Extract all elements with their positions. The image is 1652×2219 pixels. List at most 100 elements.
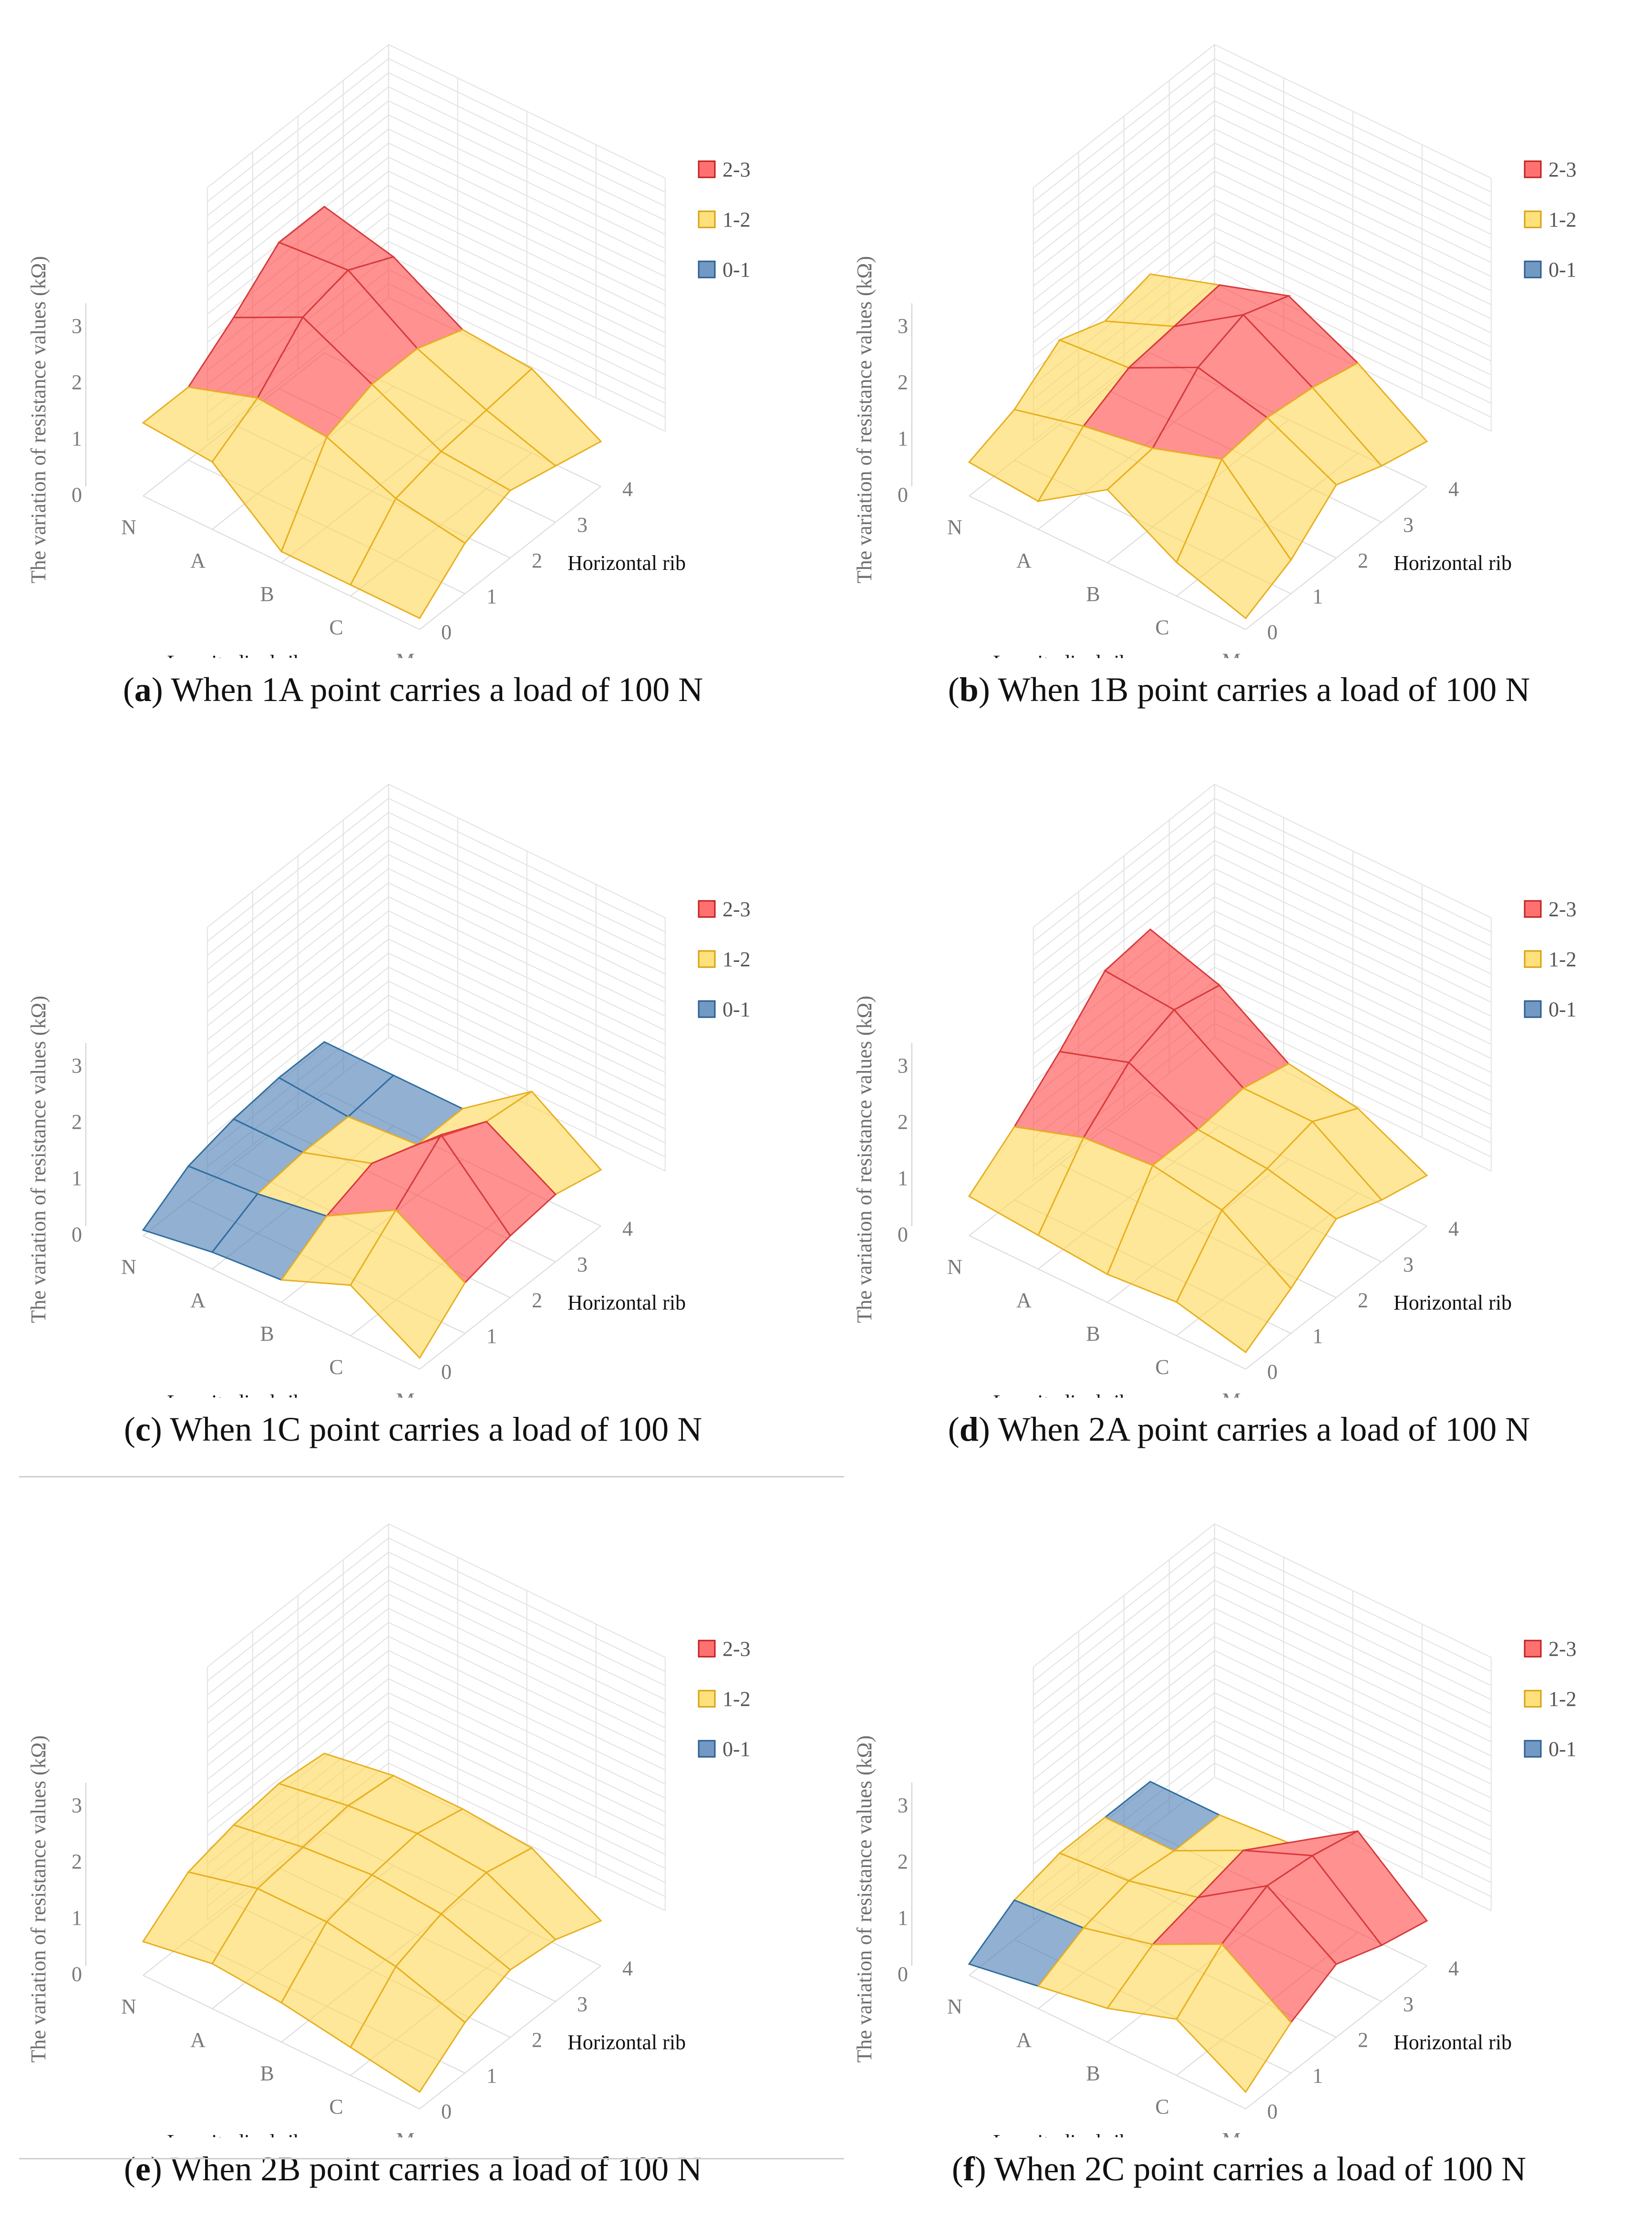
surface-chart-d: 0 1 2 3 The variation of resistance values (…: [853, 784, 1577, 1398]
legend-label: 2-3: [723, 898, 751, 921]
caption-a: (a) When 1A point carries a load of 100 …: [123, 671, 703, 709]
x-axis-label: Longitudinal rib: [167, 2130, 304, 2137]
legend-label: 1-2: [723, 208, 751, 231]
z-tick-label: 2: [898, 1850, 908, 1873]
y-axis-label: Horizontal rib: [568, 1291, 686, 1314]
legend-swatch: [1524, 160, 1542, 178]
caption-d: (d) When 2A point carries a load of 100 …: [948, 1410, 1530, 1448]
x-tick-label: N: [947, 1995, 962, 2018]
grid-line: [1033, 1692, 1492, 1837]
chart-panel-e: 0 1 2 3 The variation of resistance values (…: [0, 1479, 826, 2219]
z-axis-label: The variation of resistance values (kΩ): [853, 996, 876, 1323]
caption-f: (f) When 2C point carries a load of 100 …: [951, 2150, 1527, 2188]
z-axis-label: The variation of resistance values (kΩ): [853, 256, 876, 583]
separator-line: [19, 1476, 844, 1477]
surface: [142, 206, 602, 619]
z-tick-label: 1: [72, 1166, 82, 1190]
y-tick-label: 2: [1358, 549, 1368, 572]
x-tick-label: M: [1222, 2128, 1240, 2137]
y-tick-label: 4: [1448, 477, 1459, 501]
x-tick-label: C: [1155, 616, 1169, 639]
chart-panel-c: 0 1 2 3 The variation of resistance values (…: [0, 740, 826, 1479]
x-axis-label: Longitudinal rib: [167, 651, 304, 658]
z-tick-label: 1: [898, 1906, 908, 1930]
floor-line: [1245, 486, 1427, 630]
floor-line: [1245, 1965, 1427, 2109]
legend-swatch: [1524, 950, 1542, 968]
y-tick-label: 2: [532, 1289, 542, 1312]
x-axis-label: Longitudinal rib: [993, 651, 1130, 658]
legend-swatch: [698, 160, 716, 178]
z-tick-label: 3: [898, 314, 908, 338]
x-axis-label: Longitudinal rib: [167, 1391, 304, 1398]
y-tick-label: 1: [1312, 2064, 1323, 2087]
legend-swatch: [698, 900, 716, 918]
y-axis-label: Horizontal rib: [1394, 551, 1512, 575]
y-tick-label: 4: [622, 1957, 633, 1980]
floor-line: [419, 486, 601, 630]
z-tick-label: 2: [898, 371, 908, 394]
legend-swatch: [698, 210, 716, 228]
legend-swatch: [1524, 1640, 1542, 1658]
caption-c: (c) When 1C point carries a load of 100 …: [124, 1410, 702, 1448]
surface: [968, 1781, 1428, 2094]
x-tick-label: M: [1222, 649, 1240, 658]
x-tick-label: A: [190, 2028, 206, 2052]
legend-label: 1-2: [723, 948, 751, 971]
z-tick-label: 0: [72, 1223, 82, 1246]
z-tick-label: 2: [72, 1110, 82, 1134]
caption-b: (b) When 1B point carries a load of 100 …: [948, 671, 1530, 709]
caption-e: (e) When 2B point carries a load of 100 …: [124, 2150, 702, 2188]
separator-line: [19, 2158, 844, 2159]
z-axis-label: The variation of resistance values (kΩ): [27, 1735, 50, 2063]
surface-patch: [1176, 457, 1292, 619]
y-axis-label: Horizontal rib: [568, 551, 686, 575]
z-tick-label: 3: [898, 1794, 908, 1817]
legend-label: 1-2: [723, 1687, 751, 1711]
legend-label: 0-1: [1549, 1737, 1577, 1761]
y-tick-label: 3: [1403, 1992, 1414, 2016]
x-tick-label: B: [1086, 582, 1100, 606]
grid-lines: [1032, 1523, 1492, 1921]
z-tick-label: 0: [72, 1962, 82, 1986]
y-tick-label: 2: [532, 2028, 542, 2052]
y-tick-label: 3: [577, 1992, 588, 2016]
y-axis-label: Horizontal rib: [1394, 2031, 1512, 2054]
z-tick-label: 1: [72, 427, 82, 450]
z-tick-label: 2: [898, 1110, 908, 1134]
z-tick-label: 0: [898, 1962, 908, 1986]
grid-line: [207, 952, 666, 1097]
z-axis-label: The variation of resistance values (kΩ): [853, 1735, 876, 2063]
y-tick-label: 1: [486, 2064, 497, 2087]
legend-swatch: [1524, 260, 1542, 279]
surface-patch: [1176, 1208, 1292, 1353]
x-tick-label: C: [329, 1355, 343, 1379]
legend-label: 2-3: [1549, 158, 1577, 181]
surface: [968, 273, 1428, 619]
x-tick-label: N: [121, 1995, 136, 2018]
legend-swatch: [698, 260, 716, 279]
y-tick-label: 0: [441, 620, 452, 644]
x-tick-label: C: [329, 616, 343, 639]
legend-label: 2-3: [723, 158, 751, 181]
legend-label: 1-2: [1549, 208, 1577, 231]
legend-label: 0-1: [723, 1737, 751, 1761]
x-tick-label: A: [1016, 1289, 1032, 1312]
z-tick-label: 2: [72, 1850, 82, 1873]
z-tick-label: 2: [72, 371, 82, 394]
y-tick-label: 0: [1267, 1360, 1278, 1383]
y-tick-label: 3: [577, 1253, 588, 1276]
z-tick-label: 3: [72, 314, 82, 338]
z-tick-label: 0: [898, 1223, 908, 1246]
y-tick-label: 3: [577, 513, 588, 537]
z-tick-label: 3: [72, 1054, 82, 1077]
x-tick-label: B: [1086, 2062, 1100, 2085]
y-axis-label: Horizontal rib: [1394, 1291, 1512, 1314]
surface-patch: [349, 497, 466, 619]
y-tick-label: 1: [486, 1324, 497, 1348]
y-tick-label: 4: [622, 1217, 633, 1240]
surface: [968, 928, 1428, 1353]
legend-swatch: [698, 1740, 716, 1758]
y-axis-label: Horizontal rib: [568, 2031, 686, 2054]
legend-label: 0-1: [723, 258, 751, 281]
